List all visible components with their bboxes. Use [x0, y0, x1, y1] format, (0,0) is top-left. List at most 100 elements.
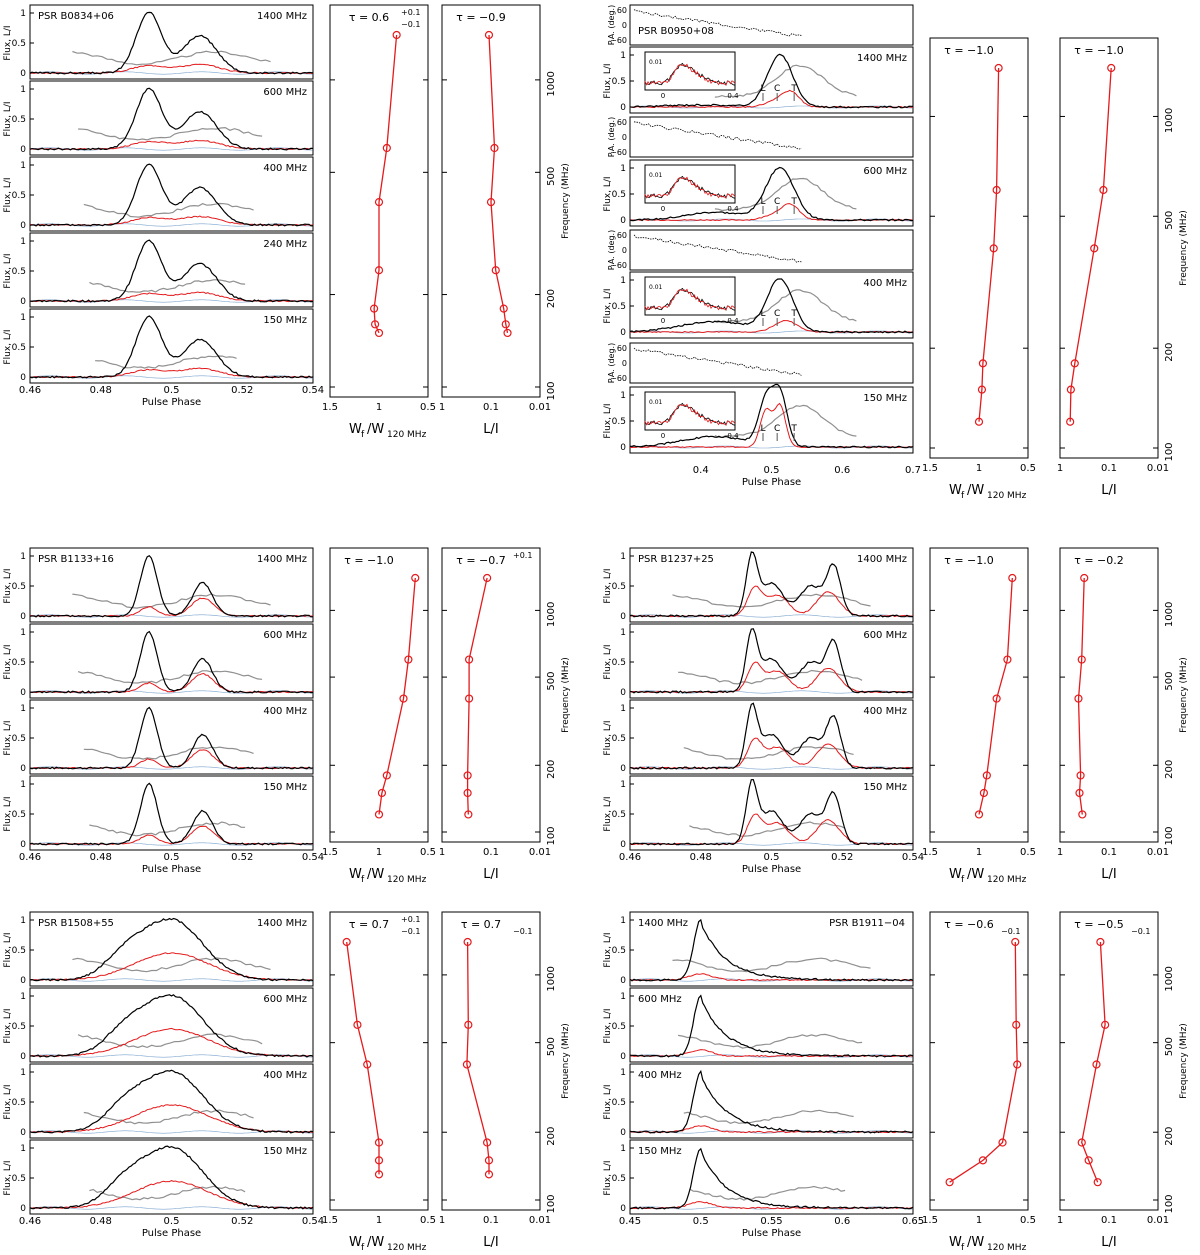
- phase-tick-label: 0.52: [231, 852, 253, 863]
- intensity-line: [29, 315, 314, 379]
- intensity-line: [29, 554, 313, 618]
- fraction-series-marker: [1093, 1178, 1102, 1187]
- width-ratio-sub: f: [961, 491, 965, 501]
- y-tick-label: 0: [620, 216, 626, 226]
- fractional-pol-curve: [683, 746, 854, 760]
- pulsar-name: PSR B0950+08: [638, 26, 714, 37]
- band-label: 600 MHz: [863, 630, 907, 641]
- flux-axis-label: Flux, L/I: [3, 101, 13, 136]
- fractional-pol-curve: [672, 957, 871, 973]
- x-tick-label: 0.5: [420, 1215, 436, 1226]
- tau-label: τ = 0.7: [461, 918, 501, 931]
- y-tick-label: 1: [20, 1068, 26, 1078]
- band-label: 400 MHz: [863, 706, 907, 717]
- tau-label: τ = −1.0: [944, 44, 994, 57]
- flux-axis-label: Flux, L/I: [3, 568, 13, 603]
- x-tick-label: 1: [376, 1215, 382, 1226]
- y-tick-label: 0.5: [12, 115, 26, 125]
- fractional-pol-curve: [714, 64, 857, 98]
- x-tick-label: 0.5: [420, 402, 436, 413]
- y-tick-label: 0: [620, 840, 626, 850]
- band-label: 400 MHz: [263, 163, 307, 174]
- fraction-series-line: [346, 941, 380, 1175]
- width-ratio-den-sub: 120 MHz: [387, 430, 427, 440]
- phase-tick-label: 0.5: [764, 852, 780, 863]
- x-tick-label: 0.01: [529, 1215, 551, 1226]
- freq-tick-label: 1000: [1164, 602, 1175, 627]
- pa-axis-label: P.A. (deg.): [607, 5, 616, 45]
- x-tick-label: 1.5: [922, 1215, 938, 1226]
- y-tick-label: 0.5: [612, 1098, 626, 1108]
- component-label: T: [790, 424, 797, 434]
- width-ratio-den-sub: 120 MHz: [387, 875, 427, 885]
- frequency-axis-label: Frequency (MHz): [561, 1023, 571, 1099]
- circular-pol-line: [629, 1130, 914, 1134]
- y-tick-label: 0.5: [12, 267, 26, 277]
- fractional-pol-curve: [714, 177, 857, 212]
- y-tick-label: 1: [20, 780, 26, 790]
- phase-tick-label: 0.52: [231, 1216, 253, 1227]
- intensity-line: [629, 1069, 914, 1134]
- fraction-series-marker: [978, 1156, 988, 1165]
- fraction-panel-frame: [1059, 37, 1159, 459]
- x-tick-label: 0.1: [1101, 463, 1117, 474]
- component-label: T: [790, 84, 797, 94]
- flux-axis-label: Flux, L/I: [3, 25, 13, 60]
- fraction-series-marker: [363, 1060, 372, 1069]
- intensity-line: [29, 782, 314, 846]
- fraction-series-marker: [374, 810, 384, 819]
- phase-tick-label: 0.4: [693, 465, 709, 476]
- flux-axis-label: Flux, L/I: [603, 1084, 613, 1119]
- intensity-line: [629, 778, 914, 846]
- fraction-series-marker: [1077, 1138, 1086, 1147]
- phase-axis-label: Pulse Phase: [142, 864, 201, 875]
- fractional-pol-curve: [78, 126, 263, 141]
- pa-tick-label: −60: [610, 374, 627, 383]
- x-tick-label: 1.5: [922, 463, 938, 474]
- fractional-pol-curve: [83, 1109, 254, 1125]
- y-tick-label: 0: [20, 221, 26, 231]
- band-label: 1400 MHz: [257, 918, 307, 929]
- x-tick-label: 1: [439, 1215, 445, 1226]
- y-tick-label: 0: [20, 688, 26, 698]
- freq-tick-label: 500: [1164, 672, 1175, 691]
- inset-tick-label: 0.4: [727, 92, 739, 100]
- fraction-series-marker: [1090, 244, 1099, 253]
- freq-tick-label: 100: [546, 1194, 557, 1213]
- frequency-axis-label: Frequency (MHz): [561, 163, 571, 239]
- fraction-series-marker: [464, 694, 474, 703]
- linear-pol-line: [629, 585, 914, 618]
- component-label: L: [761, 197, 766, 207]
- profile-panel-frame: [629, 46, 914, 114]
- freq-tick-label: 200: [1164, 760, 1175, 779]
- linear-pol-line: [629, 89, 914, 109]
- inset-linear: [644, 403, 736, 426]
- flux-axis-label: Flux, L/I: [603, 644, 613, 679]
- flux-axis-label: Flux, L/I: [3, 1008, 13, 1043]
- intensity-line: [629, 702, 914, 770]
- band-label: 1400 MHz: [257, 554, 307, 565]
- tau-label: τ = −1.0: [1074, 44, 1124, 57]
- fraction-series-line: [466, 577, 488, 815]
- x-tick-label: 1: [376, 402, 382, 413]
- profile-panel-frame: [29, 987, 314, 1063]
- y-tick-label: 1: [620, 1144, 626, 1154]
- y-tick-label: 0.5: [612, 658, 626, 668]
- flux-axis-label: Flux, L/I: [3, 177, 13, 212]
- band-label: 1400 MHz: [857, 53, 907, 64]
- pa-curve: [633, 234, 802, 263]
- y-tick-label: 0.5: [612, 734, 626, 744]
- band-label: 600 MHz: [863, 166, 907, 177]
- freq-tick-label: 100: [1164, 826, 1175, 845]
- x-tick-label: 0.1: [1101, 1215, 1117, 1226]
- pol-frac-label: L/I: [1101, 483, 1116, 498]
- intensity-line: [29, 1145, 314, 1210]
- width-ratio-den: /W: [967, 1235, 984, 1250]
- phase-tick-label: 0.5: [164, 385, 180, 396]
- y-tick-label: 1: [620, 51, 626, 61]
- width-ratio-sub: f: [961, 1243, 965, 1253]
- intensity-line: [629, 1147, 914, 1210]
- width-panel-frame: [929, 547, 1029, 843]
- x-tick-label: 1.5: [322, 847, 338, 858]
- band-label: 240 MHz: [263, 239, 307, 250]
